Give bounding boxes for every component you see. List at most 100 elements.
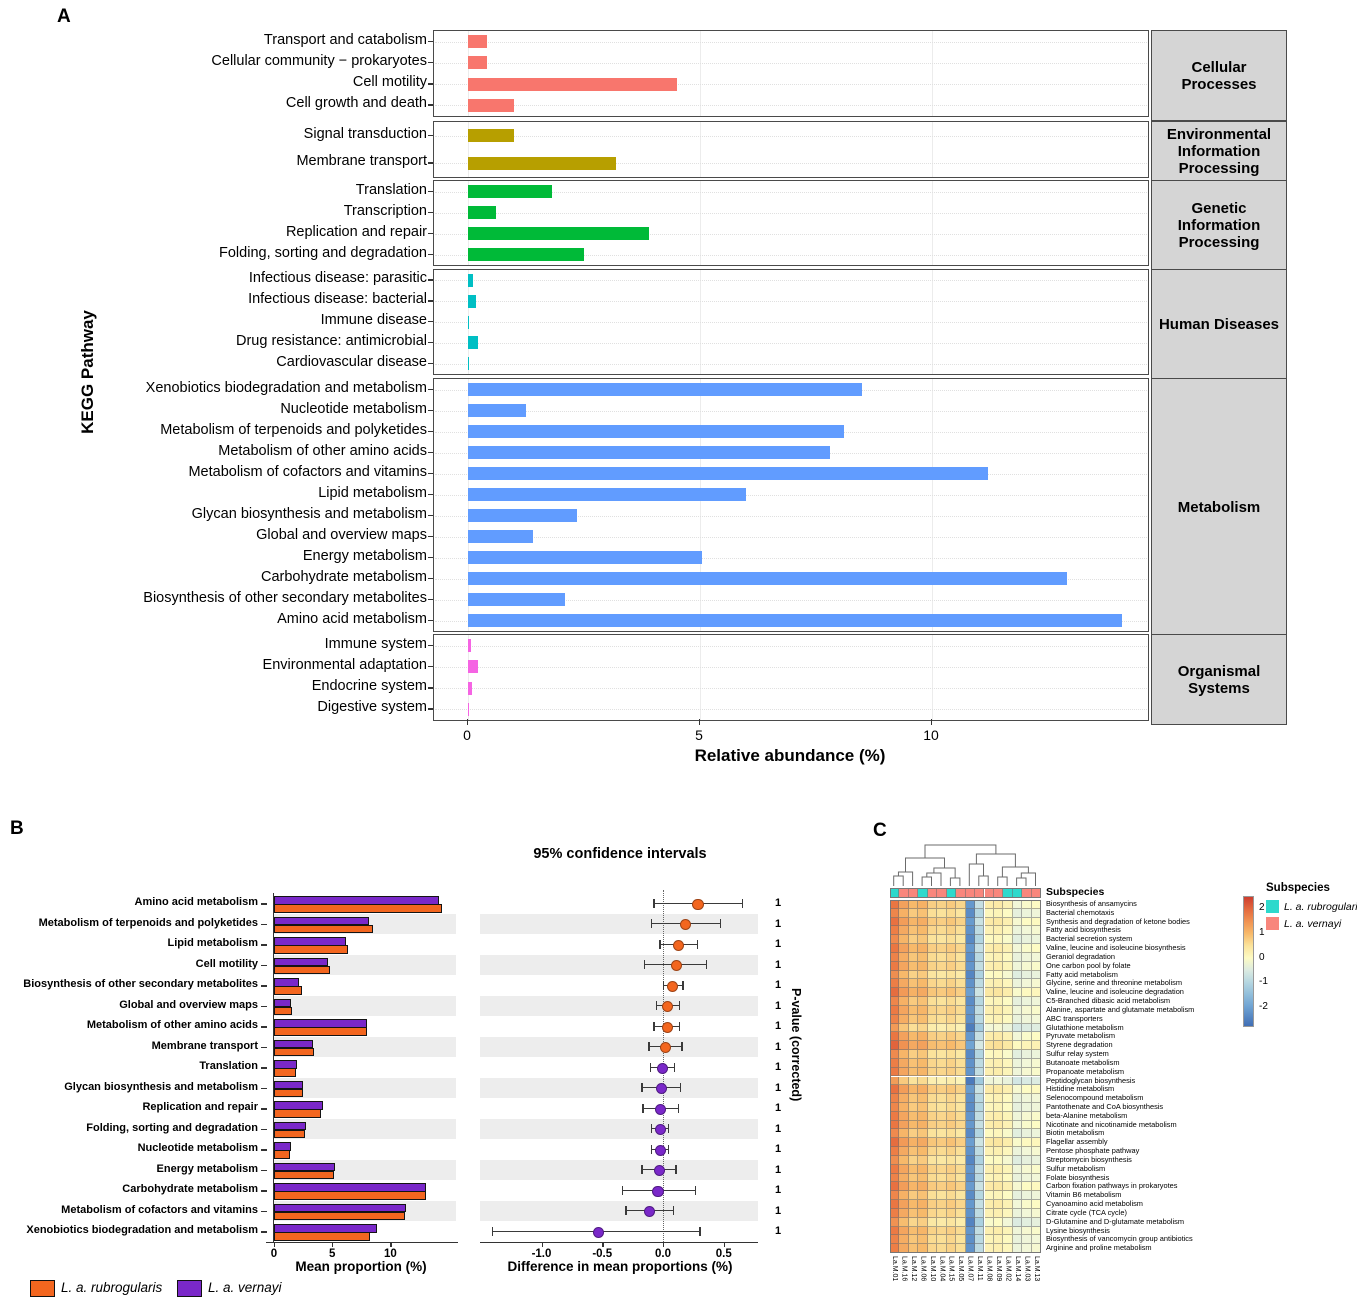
heatmap-cell (946, 961, 957, 971)
rubrogularis-bar (274, 1232, 371, 1241)
heatmap-cell (890, 1102, 900, 1112)
heatmap-cell (918, 1102, 928, 1112)
heatmap-cell (899, 1164, 909, 1174)
heatmap-cell (937, 952, 947, 962)
ci-cap (681, 1042, 683, 1052)
category-label: Biosynthesis of other secondary metaboli… (143, 589, 427, 606)
heatmap-cell (937, 1182, 947, 1192)
heatmap-cell (975, 1102, 985, 1112)
ci-dot (653, 1165, 665, 1177)
ci-cap (642, 1103, 644, 1113)
heatmap-cell (1003, 1005, 1013, 1015)
bar (468, 35, 487, 49)
heatmap-cell (908, 1182, 919, 1192)
heatmap-cell (993, 935, 1004, 945)
heatmap-cell (975, 1164, 985, 1174)
bar (468, 639, 471, 653)
bar (468, 129, 515, 143)
heatmap-cell (908, 1129, 919, 1139)
category-label: Global and overview maps (256, 526, 427, 543)
heatmap-cell (918, 1235, 928, 1245)
heatmap-cell (927, 1226, 938, 1236)
category-label: Lipid metabolism (318, 484, 427, 501)
axis-tick-mark (261, 1169, 267, 1172)
bar (468, 446, 830, 459)
heatmap-cell (918, 1058, 928, 1068)
heatmap-cell (899, 1120, 909, 1130)
heatmap-cell (975, 1155, 985, 1165)
heatmap-cell (975, 1138, 985, 1148)
heatmap-cell (984, 1014, 994, 1024)
heatmap-cell (890, 1208, 900, 1218)
heatmap-cell (890, 944, 900, 953)
heatmap-cell (993, 1155, 1004, 1165)
panel-c-label: C (873, 820, 887, 841)
ci-dot (680, 919, 692, 931)
axis-tick-mark (390, 1242, 392, 1247)
ci-dot (655, 1083, 668, 1095)
heatmap-cell (927, 1147, 938, 1156)
category-label: Amino acid metabolism (277, 610, 427, 627)
heatmap-cell (984, 961, 994, 971)
heatmap-cell (1003, 1085, 1013, 1095)
heatmap-cell (908, 988, 919, 998)
heatmap-cell (1003, 979, 1013, 989)
heatmap-cell (984, 1094, 994, 1103)
heatmap-cell (965, 1094, 976, 1103)
ci-cap (648, 1042, 650, 1052)
rubrogularis-bar (274, 1191, 426, 1200)
heatmap-cell (984, 952, 994, 962)
heatmap-cell (937, 1014, 947, 1024)
ci-cap (663, 980, 665, 990)
heatmap-cell (956, 1005, 966, 1015)
heatmap-cell (908, 944, 919, 953)
heatmap-cell (899, 979, 909, 989)
heatmap-cell (965, 1050, 976, 1059)
heatmap-cell (890, 997, 900, 1006)
heatmap-cell (975, 900, 985, 909)
category-label: Cellular community − prokaryotes (211, 52, 427, 69)
heatmap-cell (965, 961, 976, 971)
axis-tick-mark (428, 300, 433, 302)
heatmap-cell (956, 1014, 966, 1024)
heatmap-row-label: Histidine metabolism (1046, 1084, 1115, 1094)
heatmap-cell (984, 1173, 994, 1183)
relative-abundance-axis-label: Relative abundance (%) (694, 746, 886, 765)
heatmap-row-label: Biosynthesis of vancomycin group antibio… (1046, 1234, 1193, 1244)
heatmap-row-label: Biosynthesis of ansamycins (1046, 899, 1137, 908)
bar (468, 530, 533, 543)
axis-tick-mark (428, 598, 433, 600)
heatmap-cell (918, 1155, 928, 1165)
heatmap-cell (899, 952, 909, 962)
heatmap-cell (1012, 935, 1023, 945)
heatmap-cell (1022, 1085, 1032, 1095)
heatmap-cell (946, 1235, 957, 1245)
heatmap-column-label: La.M.07 (966, 1256, 974, 1282)
heatmap-cell (908, 1191, 919, 1201)
heatmap-cell (1003, 1147, 1013, 1156)
gridline-horizontal (435, 322, 1147, 323)
axis-tick-mark (261, 1046, 267, 1049)
ci-cap (650, 1124, 653, 1134)
heatmap-cell (984, 926, 994, 936)
heatmap-cell (1022, 1173, 1032, 1183)
heatmap-cell (956, 1102, 966, 1112)
heatmap-cell (899, 961, 909, 971)
bar (468, 593, 566, 606)
heatmap-cell (1003, 1032, 1013, 1042)
heatmap-cell (918, 1032, 928, 1042)
bar (468, 98, 515, 112)
axis-tick-mark (261, 1231, 267, 1233)
gridline-horizontal (435, 666, 1147, 668)
heatmap-cell (946, 1226, 957, 1236)
heatmap-cell (984, 1164, 994, 1174)
category-label: Infectious disease: bacterial (248, 291, 427, 308)
axis-tick-label: 5 (695, 727, 703, 743)
category-label: Cell growth and death (285, 95, 427, 112)
heatmap-cell (956, 988, 966, 998)
heatmap-row-label: ABC transporters (1046, 1013, 1103, 1023)
heatmap-cell (937, 1235, 947, 1245)
heatmap-cell (899, 1005, 909, 1015)
p-value: 1 (774, 938, 782, 951)
axis-tick-mark (428, 321, 433, 323)
